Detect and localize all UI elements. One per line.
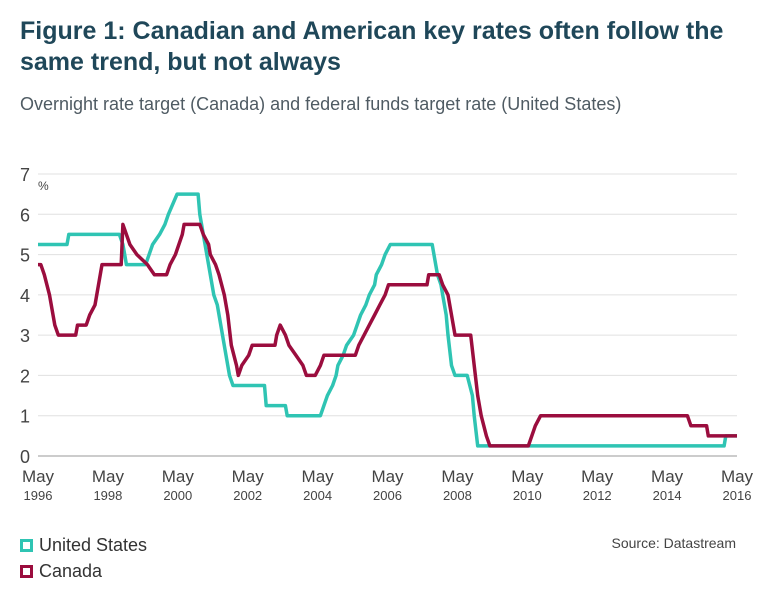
series-line-united-states <box>38 192 737 448</box>
y-tick-label: 7 <box>20 165 30 185</box>
x-tick-month-label: May <box>92 467 125 486</box>
x-tick-month-label: May <box>581 467 614 486</box>
source-note: Source: Datastream <box>611 535 737 551</box>
chart-title: Figure 1: Canadian and American key rate… <box>20 17 724 76</box>
y-axis-ticks: 0 1 2 3 4 5 6 7 <box>20 165 30 467</box>
y-tick-label: 5 <box>20 246 30 266</box>
y-tick-label: 2 <box>20 366 30 386</box>
x-tick-month-label: May <box>302 467 335 486</box>
legend-swatch-united-states <box>20 538 33 552</box>
x-tick-month-label: May <box>232 467 265 486</box>
x-tick-year-label: 2016 <box>723 488 752 503</box>
x-tick-year-label: 2014 <box>653 488 682 503</box>
y-tick-label: 6 <box>20 205 30 225</box>
y-tick-label: 0 <box>20 447 30 467</box>
legend-item-united-states: United States <box>20 532 147 558</box>
y-tick-label: 3 <box>20 326 30 346</box>
legend-label-canada: Canada <box>39 560 103 581</box>
legend: United States Canada <box>20 532 147 584</box>
y-tick-label: 4 <box>20 286 30 306</box>
y-tick-label: 1 <box>20 407 30 427</box>
x-tick-month-label: May <box>22 467 55 486</box>
x-tick-year-label: 2000 <box>163 488 192 503</box>
x-tick-year-label: 2010 <box>513 488 542 503</box>
series-lines <box>38 192 737 448</box>
legend-item-canada: Canada <box>20 558 147 584</box>
x-tick-month-label: May <box>721 467 754 486</box>
legend-label-united-states: United States <box>39 534 148 555</box>
x-tick-month-label: May <box>371 467 404 486</box>
x-tick-month-label: May <box>441 467 474 486</box>
legend-swatch-canada <box>20 564 33 578</box>
x-tick-month-label: May <box>511 467 544 486</box>
x-tick-year-label: 2002 <box>233 488 262 503</box>
x-tick-year-label: 1998 <box>93 488 122 503</box>
x-tick-year-label: 2006 <box>373 488 402 503</box>
x-tick-month-label: May <box>162 467 195 486</box>
x-tick-year-label: 2012 <box>583 488 612 503</box>
x-axis-ticks: May 1996 May 1998 May 2000 May 2002 May 2004 May 20… <box>22 467 754 503</box>
gridlines <box>38 173 737 457</box>
series-line-canada <box>38 222 737 448</box>
x-tick-year-label: 2008 <box>443 488 472 503</box>
chart-subtitle: Overnight rate target (Canada) and feder… <box>20 94 622 114</box>
x-tick-month-label: May <box>651 467 684 486</box>
y-axis-unit-label: % <box>38 179 49 193</box>
x-tick-year-label: 1996 <box>24 488 53 503</box>
x-tick-year-label: 2004 <box>303 488 332 503</box>
